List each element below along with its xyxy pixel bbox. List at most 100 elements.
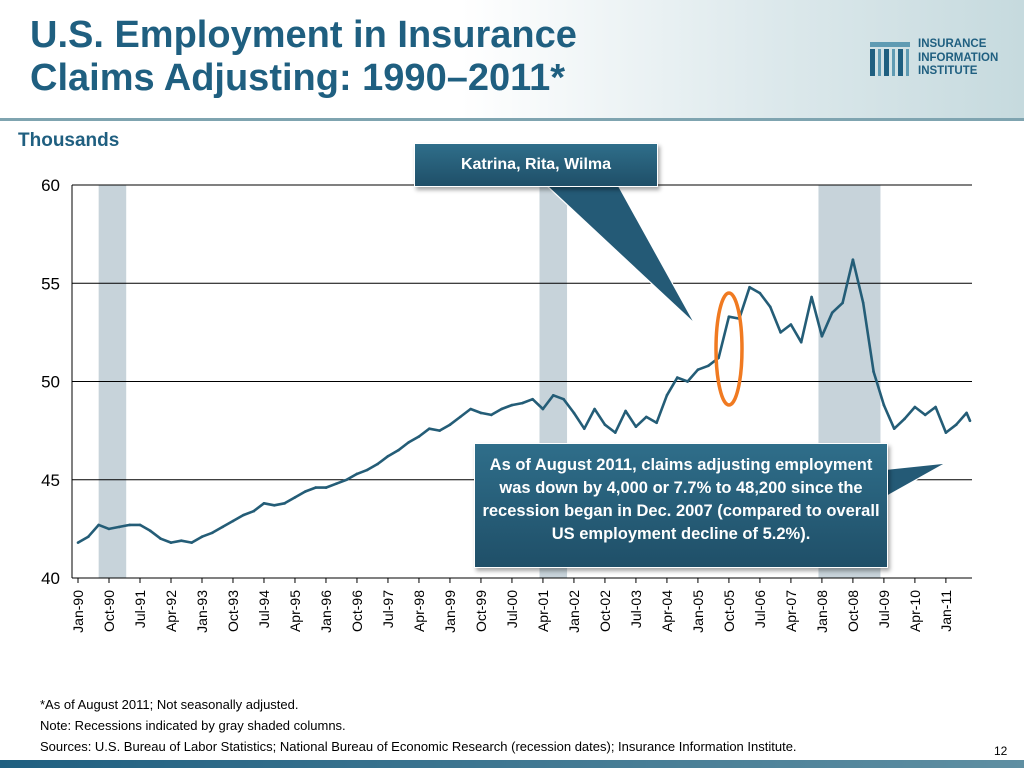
- data-point: [76, 541, 80, 544]
- data-point: [365, 468, 369, 472]
- data-point: [283, 502, 286, 505]
- data-point: [892, 427, 896, 430]
- data-point: [634, 425, 638, 428]
- data-point: [200, 535, 204, 539]
- x-tick-label: Jul-94: [256, 590, 272, 628]
- logo-line-3: INSTITUTE: [918, 65, 978, 77]
- data-point: [572, 411, 576, 415]
- data-point: [407, 441, 410, 444]
- slide-title: U.S. Employment in Insurance Claims Adju…: [30, 14, 577, 100]
- data-point: [644, 415, 648, 419]
- x-tick-label: Jan-05: [690, 590, 706, 633]
- data-point: [965, 411, 968, 415]
- data-point: [448, 423, 452, 427]
- data-point: [706, 364, 710, 368]
- y-tick-label: 60: [41, 176, 60, 195]
- data-point: [903, 417, 906, 421]
- data-point: [954, 423, 958, 427]
- data-point: [469, 407, 472, 411]
- data-point: [324, 486, 328, 489]
- x-tick-label: Jul-00: [504, 590, 520, 628]
- x-tick-label: Oct-96: [349, 590, 365, 632]
- data-point: [717, 356, 720, 360]
- katrina-callout-pointer: [544, 184, 696, 325]
- data-point: [458, 415, 462, 419]
- data-point: [675, 376, 679, 379]
- data-point: [396, 448, 400, 452]
- data-point: [593, 407, 596, 411]
- slide-title-line-2: Claims Adjusting: 1990–2011*: [30, 57, 566, 99]
- data-point: [107, 527, 111, 531]
- y-axis-ticks: 40 45 50 55 60: [41, 176, 60, 588]
- x-tick-label: Apr-10: [907, 590, 923, 632]
- x-tick-label: Oct-02: [597, 590, 613, 632]
- x-tick-label: Apr-95: [287, 590, 303, 632]
- data-point: [118, 525, 121, 529]
- slide-title-line-1: U.S. Employment in Insurance: [30, 14, 577, 56]
- y-tick-label: 40: [41, 569, 60, 588]
- data-point: [624, 409, 627, 413]
- x-tick-label: Apr-92: [163, 590, 179, 632]
- iii-logo: INSURANCE INFORMATION INSTITUTE: [868, 36, 1018, 84]
- data-point: [273, 503, 276, 507]
- data-point: [520, 401, 524, 405]
- x-tick-label: Jul-91: [132, 590, 148, 628]
- august-callout-pointer: [879, 462, 947, 502]
- data-point: [128, 523, 131, 527]
- logo-line-1: INSURANCE: [918, 38, 987, 50]
- x-tick-label: Jan-02: [566, 590, 582, 633]
- data-point: [799, 340, 803, 344]
- data-point: [335, 482, 338, 485]
- data-point: [159, 537, 162, 540]
- chart-series: [76, 258, 972, 544]
- data-point: [345, 478, 348, 482]
- y-tick-label: 45: [41, 471, 60, 490]
- data-point: [169, 541, 173, 544]
- y-tick-label: 55: [41, 274, 60, 293]
- katrina-highlight-ellipse: [714, 291, 744, 407]
- footer-band: [0, 760, 1024, 768]
- x-tick-label: Apr-04: [659, 590, 675, 632]
- data-point: [861, 301, 865, 305]
- x-tick-label: Jan-93: [194, 590, 210, 633]
- data-point: [686, 380, 689, 383]
- data-point: [779, 331, 782, 334]
- header-divider: [0, 118, 1024, 121]
- data-point: [242, 513, 245, 517]
- x-tick-label: Apr-98: [411, 590, 427, 632]
- footnotes: *As of August 2011; Not seasonally adjus…: [40, 694, 797, 757]
- data-point: [923, 413, 927, 417]
- data-point: [830, 311, 834, 315]
- x-tick-label: Apr-01: [535, 590, 551, 632]
- data-point: [252, 509, 255, 513]
- data-point: [221, 525, 224, 529]
- x-tick-label: Oct-05: [721, 590, 737, 632]
- data-point: [872, 370, 875, 373]
- data-point: [841, 301, 844, 305]
- data-point: [696, 368, 700, 372]
- data-point: [438, 429, 441, 432]
- footnote-asterisk: *As of August 2011; Not seasonally adjus…: [40, 697, 299, 712]
- x-axis-ticks: Jan-90 Oct-90 Jul-91 Apr-92 Jan-93 Oct-93 Jul-…: [70, 578, 954, 633]
- data-point: [613, 431, 617, 434]
- data-point: [541, 407, 545, 411]
- page-number: 12: [994, 744, 1008, 758]
- x-tick-label: Jan-90: [70, 590, 86, 633]
- data-point: [882, 403, 886, 407]
- x-tick-label: Jul-06: [752, 590, 768, 628]
- x-tick-label: Jan-08: [814, 590, 830, 633]
- x-tick-label: Jan-11: [938, 590, 954, 632]
- logo-line-2: INFORMATION: [918, 51, 999, 64]
- x-tick-label: Jul-09: [876, 590, 892, 628]
- data-point: [211, 531, 214, 535]
- data-point: [180, 539, 183, 542]
- data-point: [551, 393, 555, 397]
- data-point: [655, 421, 658, 425]
- data-point: [789, 323, 793, 326]
- footnote-sources: Sources: U.S. Bureau of Labor Statistics…: [40, 739, 797, 754]
- data-point: [820, 335, 824, 338]
- data-point: [510, 403, 514, 407]
- x-tick-label: Oct-90: [101, 590, 117, 632]
- data-point: [376, 462, 379, 466]
